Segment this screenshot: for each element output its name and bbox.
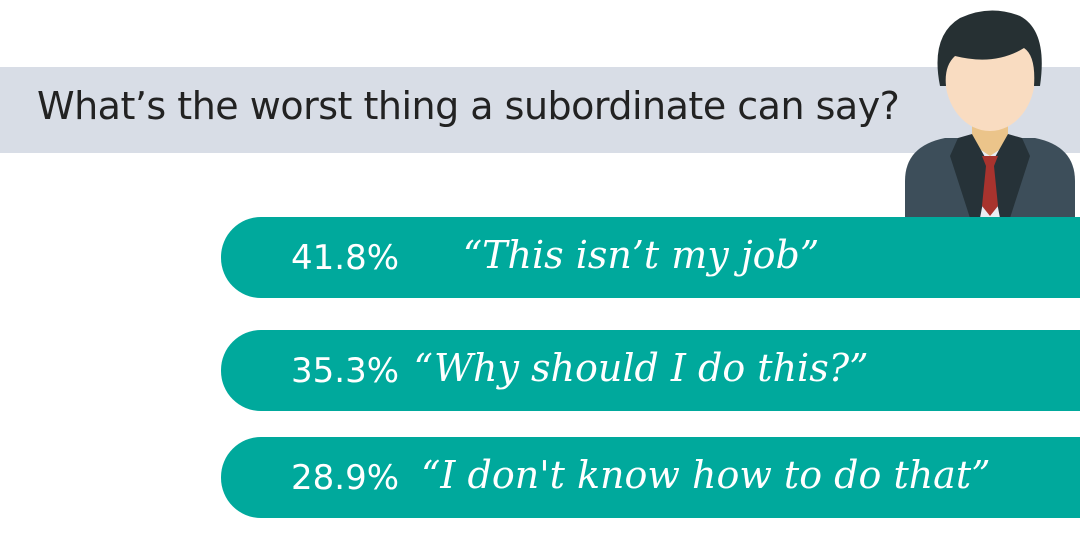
response-bar: 41.8% “This isn’t my job” — [221, 217, 1080, 298]
page-title: What’s the worst thing a subordinate can… — [37, 84, 900, 128]
response-quote: “I don't know how to do that” — [421, 453, 991, 497]
response-bar: 28.9% “I don't know how to do that” — [221, 437, 1080, 518]
response-percent: 41.8% — [291, 238, 400, 278]
response-percent: 28.9% — [291, 458, 400, 498]
title-band — [0, 67, 1080, 153]
response-percent: 35.3% — [291, 351, 400, 391]
businessman-avatar-icon — [905, 10, 1075, 218]
response-quote: “Why should I do this?” — [413, 346, 869, 390]
response-bar: 35.3% “Why should I do this?” — [221, 330, 1080, 411]
response-quote: “This isn’t my job” — [462, 233, 820, 277]
